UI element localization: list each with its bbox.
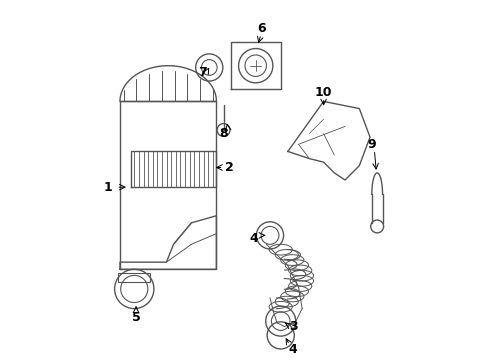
- Text: 3: 3: [289, 320, 297, 333]
- Text: 10: 10: [315, 86, 332, 99]
- Bar: [118, 273, 150, 282]
- Text: 2: 2: [224, 161, 233, 174]
- Text: 4: 4: [289, 343, 297, 356]
- Text: 6: 6: [257, 22, 266, 35]
- Text: 9: 9: [368, 138, 376, 151]
- Text: 1: 1: [103, 181, 112, 194]
- Text: 7: 7: [198, 66, 206, 79]
- Text: 8: 8: [219, 127, 228, 140]
- Text: 4: 4: [249, 233, 258, 246]
- Text: 5: 5: [132, 311, 141, 324]
